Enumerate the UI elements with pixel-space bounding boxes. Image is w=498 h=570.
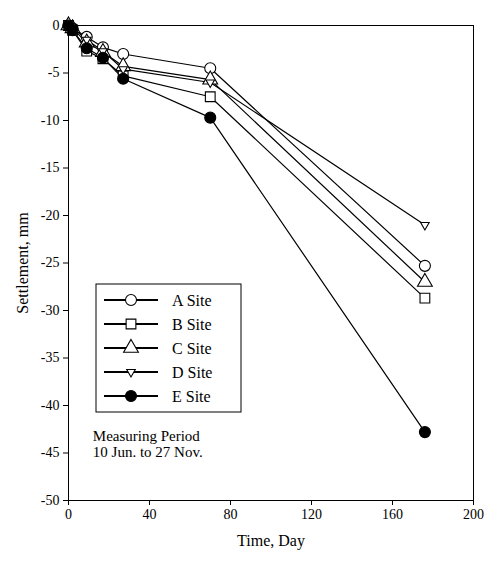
svg-text:-50: -50 bbox=[41, 493, 60, 508]
svg-text:Time, Day: Time, Day bbox=[237, 532, 305, 550]
svg-text:-20: -20 bbox=[41, 208, 60, 223]
svg-text:40: 40 bbox=[143, 507, 157, 522]
svg-text:-25: -25 bbox=[41, 255, 60, 270]
svg-text:0: 0 bbox=[53, 18, 60, 33]
svg-text:Measuring Period10 Jun. to 27: Measuring Period10 Jun. to 27 Nov. bbox=[93, 428, 203, 461]
svg-text:160: 160 bbox=[382, 507, 403, 522]
svg-text:-10: -10 bbox=[41, 113, 60, 128]
svg-text:-15: -15 bbox=[41, 160, 60, 175]
svg-text:E Site: E Site bbox=[172, 388, 211, 405]
svg-text:120: 120 bbox=[301, 507, 322, 522]
svg-text:80: 80 bbox=[224, 507, 238, 522]
svg-text:C Site: C Site bbox=[172, 340, 212, 357]
svg-text:D Site: D Site bbox=[172, 364, 212, 381]
svg-text:-45: -45 bbox=[41, 445, 60, 460]
svg-text:Settlement, mm: Settlement, mm bbox=[14, 212, 31, 314]
svg-text:0: 0 bbox=[65, 507, 72, 522]
svg-text:-30: -30 bbox=[41, 303, 60, 318]
svg-text:-40: -40 bbox=[41, 398, 60, 413]
svg-text:-35: -35 bbox=[41, 350, 60, 365]
svg-text:A Site: A Site bbox=[172, 292, 212, 309]
svg-text:-5: -5 bbox=[48, 65, 60, 80]
svg-text:200: 200 bbox=[463, 507, 484, 522]
svg-text:B Site: B Site bbox=[172, 316, 212, 333]
